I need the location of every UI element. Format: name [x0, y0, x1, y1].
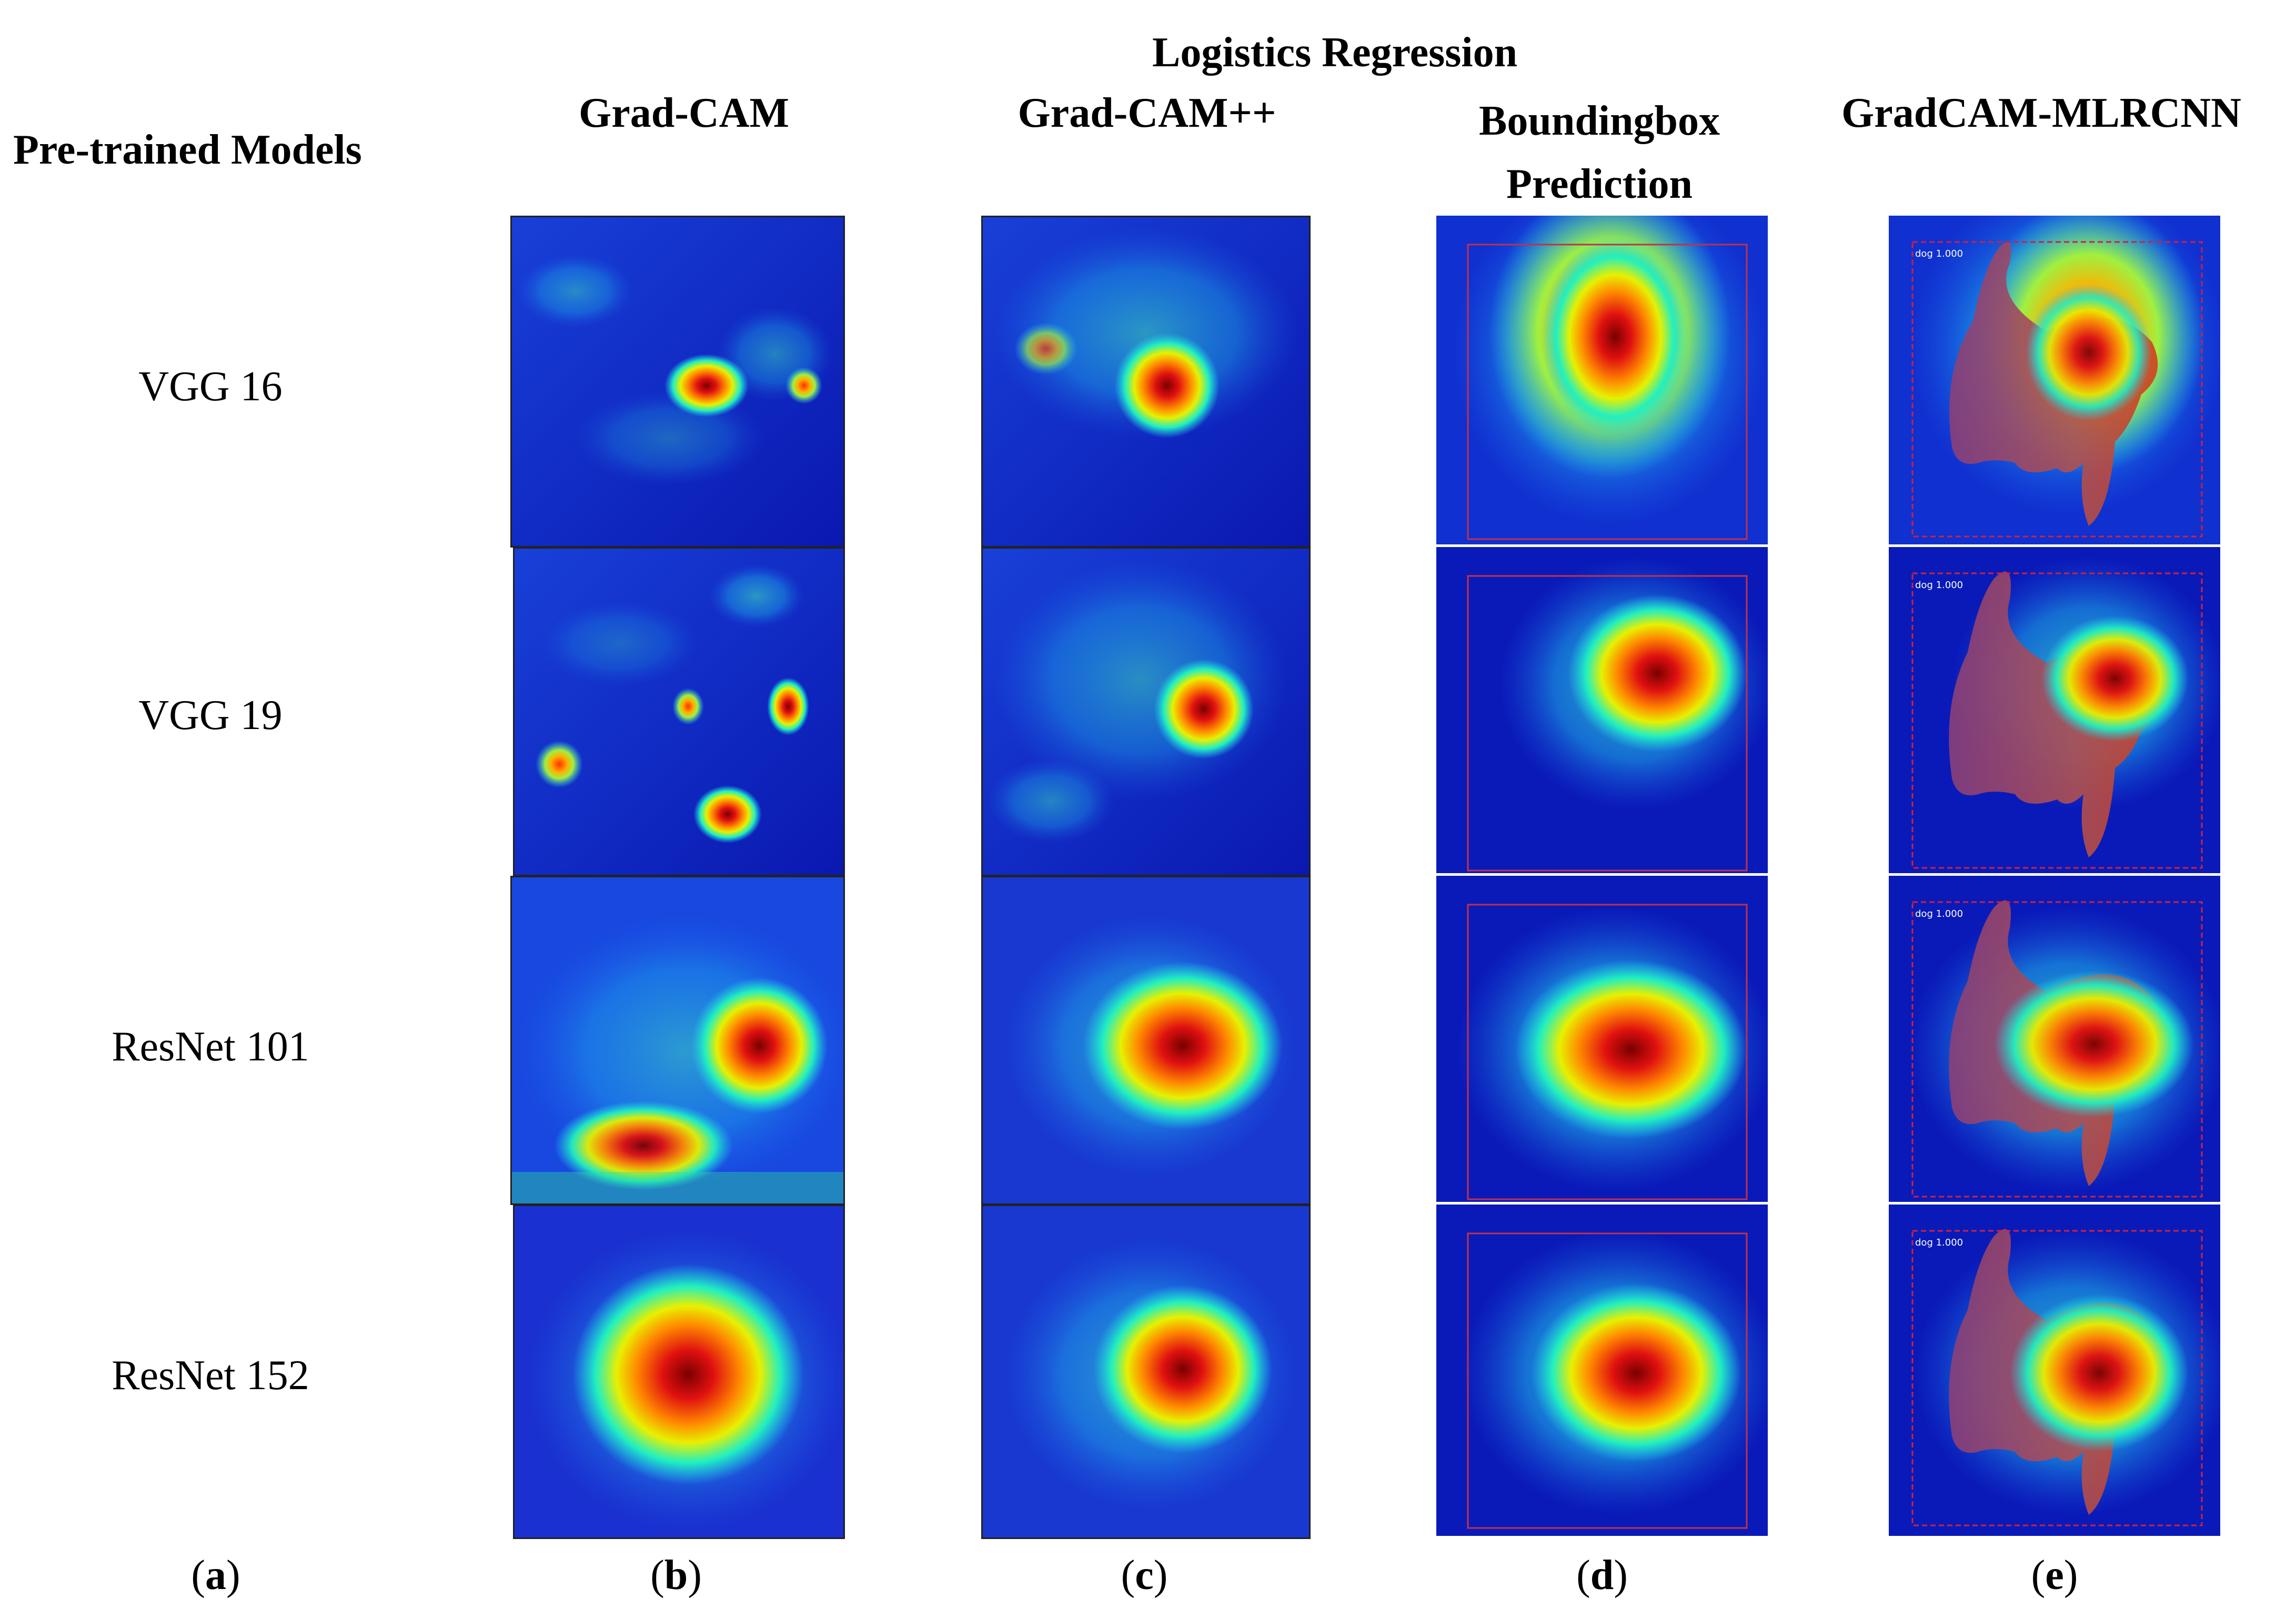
- detection-label-vgg19: dog 1.000: [1915, 580, 1963, 591]
- sublabel-b: (b): [650, 1552, 702, 1598]
- row-label-vgg16: VGG 16: [138, 363, 283, 410]
- heatmap-mlrcnn-vgg16: dog 1.000: [1889, 216, 2220, 544]
- sublabel-a: (a): [191, 1552, 240, 1598]
- heatmap-gradcam-resnet101: [510, 876, 845, 1205]
- heatmap-bbox-resnet152: [1436, 1205, 1768, 1536]
- sublabel-d: (d): [1576, 1552, 1628, 1598]
- column-title-boundingbox-line1: Boundingbox: [1478, 98, 1720, 144]
- row-label-resnet152: ResNet 152: [112, 1352, 309, 1399]
- heatmap-bbox-resnet101: [1436, 876, 1768, 1202]
- heatmap-gradcampp-resnet152: [981, 1205, 1311, 1539]
- heatmap-gradcam-resnet152: [513, 1205, 845, 1539]
- detection-label-vgg16: dog 1.000: [1915, 248, 1963, 259]
- column-title-grad-cam-plus-plus: Grad-CAM++: [1018, 90, 1276, 136]
- heatmap-bbox-vgg16: [1436, 216, 1768, 544]
- group-header: Logistics Regression: [1152, 29, 1518, 76]
- detection-label-resnet101: dog 1.000: [1915, 908, 1963, 919]
- heatmap-mlrcnn-resnet152: dog 1.000: [1889, 1205, 2220, 1536]
- detection-label-resnet152: dog 1.000: [1915, 1237, 1963, 1248]
- row-header: Pre-trained Models: [13, 127, 362, 173]
- heatmap-gradcampp-vgg16: [981, 216, 1311, 548]
- heatmap-gradcam-vgg19: [513, 547, 845, 876]
- column-title-gradcam-mlrcnn: GradCAM-MLRCNN: [1841, 90, 2241, 136]
- heatmap-gradcampp-resnet101: [981, 876, 1311, 1205]
- heatmap-bbox-vgg19: [1436, 547, 1768, 873]
- row-label-vgg19: VGG 19: [138, 692, 283, 738]
- row-label-resnet101: ResNet 101: [112, 1024, 309, 1070]
- sublabel-e: (e): [2031, 1552, 2078, 1598]
- heatmap-gradcampp-vgg19: [981, 547, 1311, 876]
- heatmap-mlrcnn-resnet101: dog 1.000: [1889, 876, 2220, 1202]
- column-title-grad-cam: Grad-CAM: [579, 90, 789, 136]
- heatmap-gradcam-vgg16: [510, 216, 845, 548]
- sublabel-c: (c): [1121, 1552, 1168, 1598]
- heatmap-mlrcnn-vgg19: dog 1.000: [1889, 547, 2220, 873]
- column-title-boundingbox-line2: Prediction: [1506, 161, 1693, 207]
